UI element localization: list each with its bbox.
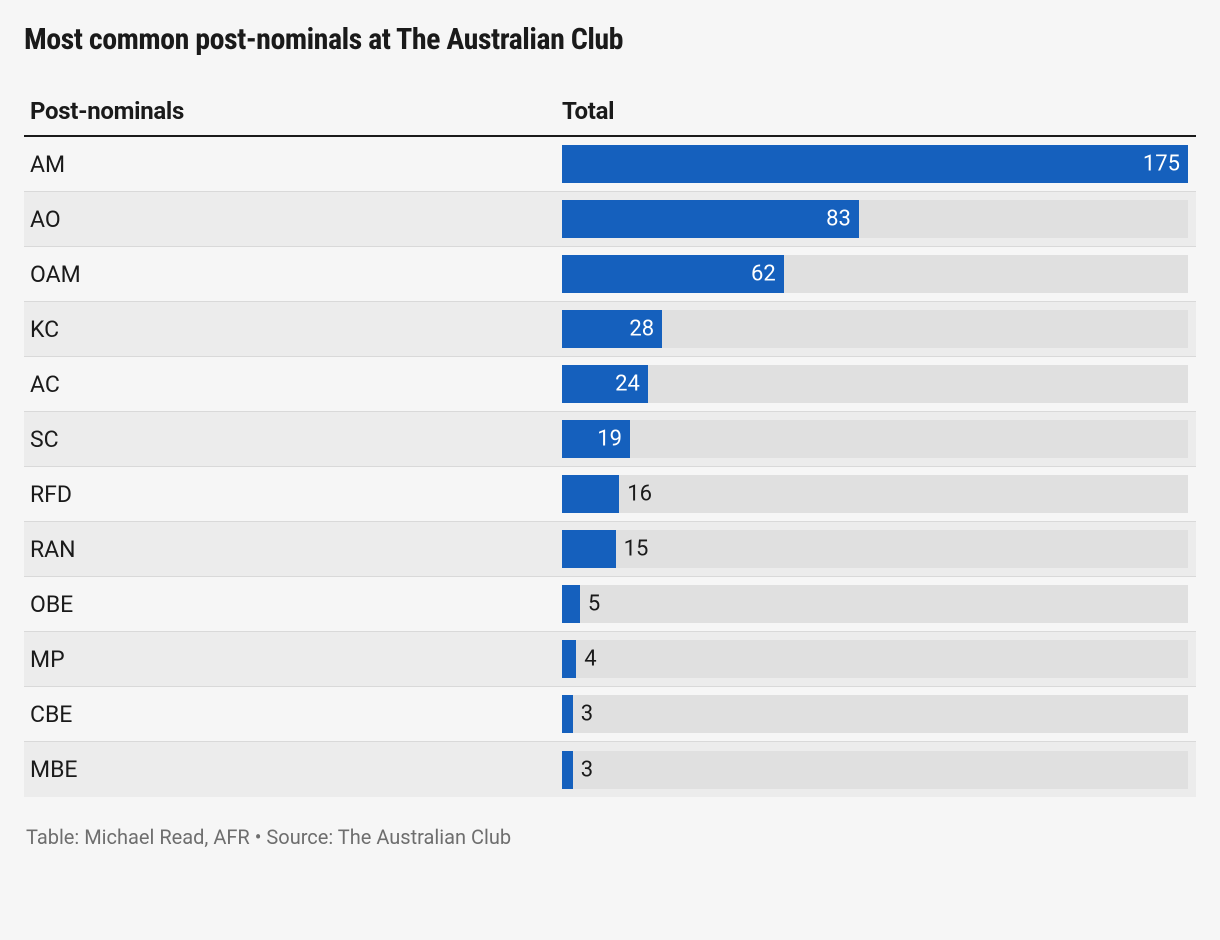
bar-table: Post-nominals Total AM 175 AO 83 OAM 62 KC 28 AC… (24, 97, 1196, 797)
row-label: OAM (24, 261, 562, 288)
table-header: Post-nominals Total (24, 97, 1196, 137)
bar-track: 175 (562, 145, 1188, 183)
bar-value: 5 (588, 592, 600, 617)
bar-value: 62 (751, 262, 776, 287)
table-row: MBE3 (24, 742, 1196, 797)
chart-title: Most common post-nominals at The Austral… (24, 22, 1196, 57)
table-row: AM 175 (24, 137, 1196, 192)
bar-fill: 15 (562, 530, 616, 568)
bar-fill: 83 (562, 200, 859, 238)
table-row: AC 24 (24, 357, 1196, 412)
bar-value: 4 (584, 647, 596, 672)
row-label: MP (24, 646, 562, 673)
row-label: SC (24, 426, 562, 453)
chart-footer: Table: Michael Read, AFR • Source: The A… (24, 825, 1196, 849)
table-row: SC 19 (24, 412, 1196, 467)
bar-value: 83 (826, 207, 851, 232)
row-label: AC (24, 371, 562, 398)
row-label: CBE (24, 701, 562, 728)
bar-fill: 5 (562, 585, 580, 623)
row-label: AM (24, 151, 562, 178)
row-label: RFD (24, 481, 562, 508)
bar-track: 83 (562, 200, 1188, 238)
table-row: OBE5 (24, 577, 1196, 632)
row-label: MBE (24, 756, 562, 783)
table-body: AM175AO83OAM62KC28AC24SC19RFD16RAN15OBE5… (24, 137, 1196, 797)
bar-track: 16 (562, 475, 1188, 513)
bar-value: 16 (627, 482, 652, 507)
bar-value: 28 (629, 317, 654, 342)
row-label: RAN (24, 536, 562, 563)
col-header-label: Post-nominals (24, 97, 562, 125)
table-row: AO 83 (24, 192, 1196, 247)
table-row: OAM 62 (24, 247, 1196, 302)
bar-fill: 24 (562, 365, 648, 403)
bar-fill: 3 (562, 751, 573, 789)
bar-value: 175 (1143, 152, 1180, 177)
row-label: KC (24, 316, 562, 343)
bar-value: 24 (615, 372, 640, 397)
bar-value: 15 (624, 537, 649, 562)
bar-track: 3 (562, 751, 1188, 789)
bar-value: 3 (581, 702, 593, 727)
bar-fill: 4 (562, 640, 576, 678)
bar-track: 3 (562, 695, 1188, 733)
bar-fill: 16 (562, 475, 619, 513)
bar-fill: 19 (562, 420, 630, 458)
bar-track: 62 (562, 255, 1188, 293)
table-row: MP4 (24, 632, 1196, 687)
table-row: RFD16 (24, 467, 1196, 522)
bar-fill: 3 (562, 695, 573, 733)
bar-track: 15 (562, 530, 1188, 568)
table-row: RAN15 (24, 522, 1196, 577)
bar-track: 19 (562, 420, 1188, 458)
bar-track: 4 (562, 640, 1188, 678)
bar-value: 19 (597, 427, 622, 452)
bar-fill: 175 (562, 145, 1188, 183)
bar-value: 3 (581, 757, 593, 782)
bar-track: 28 (562, 310, 1188, 348)
row-label: AO (24, 206, 562, 233)
table-row: KC 28 (24, 302, 1196, 357)
bar-fill: 28 (562, 310, 662, 348)
table-row: CBE3 (24, 687, 1196, 742)
row-label: OBE (24, 591, 562, 618)
col-header-total: Total (562, 97, 1196, 125)
bar-track: 24 (562, 365, 1188, 403)
bar-track: 5 (562, 585, 1188, 623)
bar-fill: 62 (562, 255, 784, 293)
